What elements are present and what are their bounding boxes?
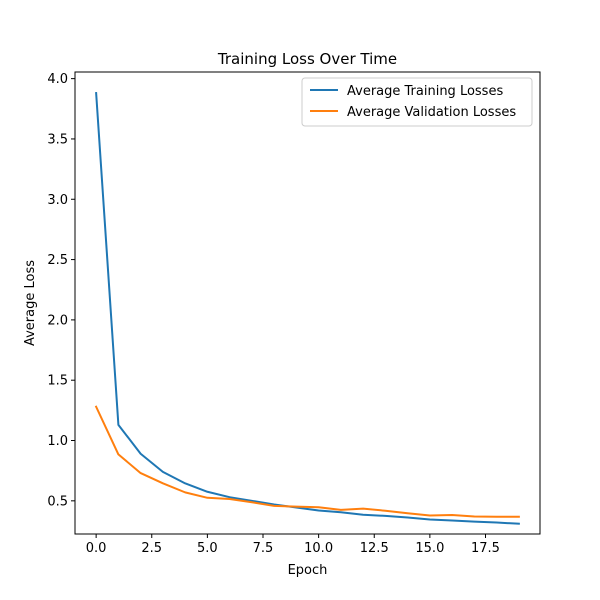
x-tick-label: 17.5 (471, 541, 500, 556)
x-tick-label: 10.0 (304, 541, 333, 556)
y-axis-label: Average Loss (23, 260, 38, 346)
y-tick-label: 3.0 (47, 193, 68, 208)
y-tick-label: 2.5 (47, 253, 68, 268)
y-tick-label: 3.5 (47, 132, 68, 147)
x-tick-label: 5.0 (197, 541, 218, 556)
legend-box (301, 77, 533, 127)
x-axis-label: Epoch (288, 563, 328, 578)
legend-label-validation: Average Validation Losses (347, 105, 516, 120)
plot-area (75, 72, 540, 534)
chart-title: Training Loss Over Time (217, 50, 397, 68)
x-tick-label: 7.5 (253, 541, 274, 556)
series-layer (94, 92, 520, 525)
x-tick-label: 15.0 (415, 541, 444, 556)
x-tick-label: 12.5 (360, 541, 389, 556)
plot-frame (74, 71, 541, 535)
x-tick-label: 0.0 (86, 541, 107, 556)
y-tick-label: 1.0 (47, 434, 68, 449)
training-loss-line (95, 92, 520, 525)
y-axis-ticks: 0.5 1.0 1.5 2.0 2.5 3.0 3.5 4.0 (47, 72, 75, 509)
validation-loss-line (94, 405, 520, 518)
y-tick-label: 0.5 (47, 494, 68, 509)
legend-label-training: Average Training Losses (347, 84, 503, 99)
x-tick-label: 2.5 (141, 541, 162, 556)
y-tick-label: 4.0 (47, 72, 68, 87)
x-axis-ticks: 0.0 2.5 5.0 7.5 10.0 12.5 15.0 17.5 (86, 534, 500, 556)
legend: Average Training Losses Average Validati… (301, 77, 533, 127)
y-tick-label: 2.0 (47, 313, 68, 328)
y-tick-label: 1.5 (47, 374, 68, 389)
